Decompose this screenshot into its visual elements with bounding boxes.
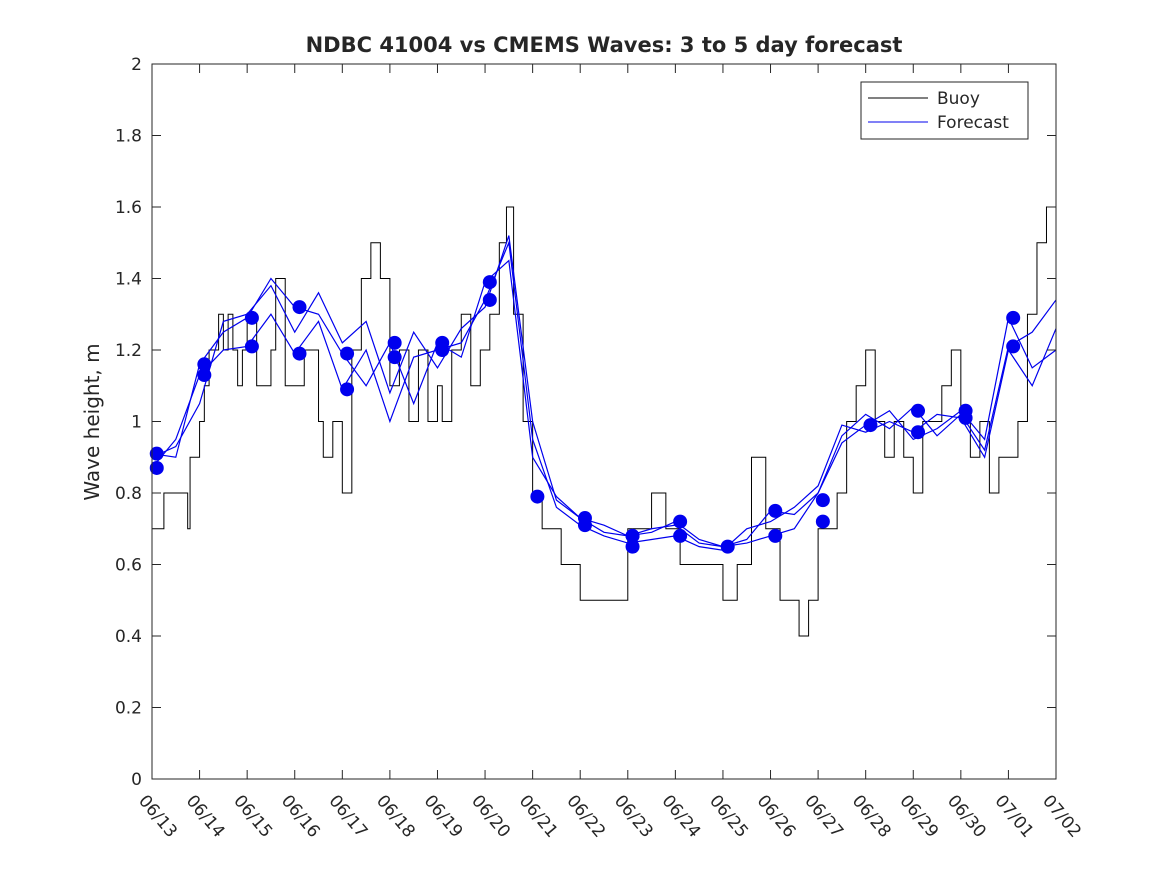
forecast-marker <box>149 446 164 461</box>
forecast-marker <box>815 493 830 508</box>
plot-area <box>149 63 1057 780</box>
forecast-marker <box>197 368 212 383</box>
forecast-marker <box>387 350 402 365</box>
forecast-marker <box>625 528 640 543</box>
forecast-marker <box>625 539 640 554</box>
forecast-marker <box>340 382 355 397</box>
x-tick-label: 06/27 <box>800 791 847 841</box>
forecast-marker <box>244 339 259 354</box>
forecast-marker <box>482 292 497 307</box>
legend: Buoy Forecast <box>860 81 1029 140</box>
y-tick-label: 0.4 <box>115 627 142 647</box>
forecast-marker <box>768 503 783 518</box>
forecast-line-1 <box>151 235 1057 548</box>
y-tick-label: 1.8 <box>115 127 142 147</box>
forecast-marker <box>911 403 926 418</box>
x-tick-label: 06/24 <box>658 791 705 841</box>
forecast-marker <box>1006 339 1021 354</box>
forecast-marker <box>387 335 402 350</box>
x-tick-label: 06/16 <box>277 791 324 841</box>
forecast-marker <box>530 489 545 504</box>
y-axis-label: Wave height, m <box>80 343 104 500</box>
forecast-marker <box>292 346 307 361</box>
x-tick-label: 06/29 <box>895 791 942 841</box>
forecast-marker <box>958 410 973 425</box>
legend-forecast-label: Forecast <box>937 113 1009 133</box>
x-tick-label: 06/18 <box>372 791 419 841</box>
chart-title: NDBC 41004 vs CMEMS Waves: 3 to 5 day fo… <box>306 33 903 57</box>
forecast-marker <box>292 300 307 315</box>
y-tick-label: 1.2 <box>115 341 142 361</box>
forecast-marker <box>244 310 259 325</box>
legend-box <box>860 81 1029 140</box>
y-tick-label: 2 <box>131 55 142 75</box>
forecast-marker <box>197 357 212 372</box>
x-tick-label: 06/14 <box>182 791 229 841</box>
x-tick-label: 06/21 <box>515 791 562 841</box>
forecast-line-2 <box>151 240 1057 551</box>
y-tick-label: 0 <box>131 770 142 790</box>
forecast-marker <box>340 346 355 361</box>
x-tick-label: 06/13 <box>134 791 181 841</box>
y-tick-label: 0.6 <box>115 556 142 576</box>
y-tick-label: 1.4 <box>115 270 142 290</box>
forecast-marker <box>577 518 592 533</box>
x-tick-label: 07/02 <box>1038 791 1085 841</box>
forecast-marker <box>768 528 783 543</box>
forecast-marker <box>673 528 688 543</box>
forecast-marker <box>911 425 926 440</box>
forecast-marker <box>435 343 450 357</box>
forecast-marker <box>482 275 497 290</box>
x-tick-label: 06/28 <box>848 791 895 841</box>
plot-background <box>152 64 1056 779</box>
x-tick-label: 06/17 <box>324 791 371 841</box>
forecast-marker <box>1006 310 1021 325</box>
x-tick-label: 06/25 <box>705 791 752 841</box>
forecast-marker <box>720 539 735 554</box>
y-axis: 0 0.2 0.4 0.6 0.8 1 1.2 1.4 1.6 1.8 2 <box>115 55 1056 790</box>
forecast-markers <box>149 275 1021 554</box>
x-tick-label: 06/26 <box>753 791 800 841</box>
x-tick-label: 06/22 <box>562 791 609 841</box>
x-tick-label: 06/20 <box>467 791 514 841</box>
x-tick-label: 06/23 <box>610 791 657 841</box>
forecast-marker <box>673 514 688 529</box>
x-tick-label: 06/30 <box>943 791 990 841</box>
y-tick-label: 0.2 <box>115 699 142 719</box>
forecast-marker <box>149 460 164 475</box>
y-tick-label: 1 <box>131 413 142 433</box>
x-tick-label: 07/01 <box>991 791 1038 841</box>
legend-buoy-label: Buoy <box>937 89 980 109</box>
x-tick-label: 06/15 <box>229 791 276 841</box>
forecast-marker <box>815 514 830 529</box>
y-tick-label: 1.6 <box>115 198 142 218</box>
x-tick-label: 06/19 <box>420 791 467 841</box>
y-tick-label: 0.8 <box>115 484 142 504</box>
forecast-marker <box>863 418 878 433</box>
